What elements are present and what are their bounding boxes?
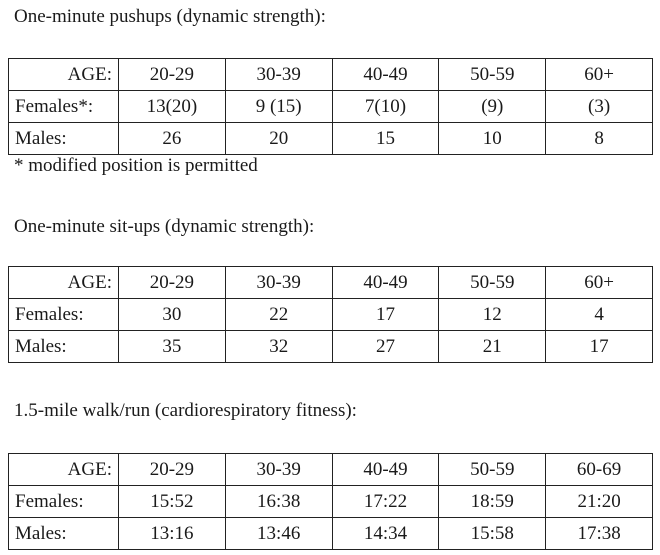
table-header-row: AGE: 20-29 30-39 40-49 50-59 60-69 [8, 453, 653, 486]
age-header-cell: AGE: [8, 58, 119, 91]
age-range-cell: 60+ [545, 266, 653, 299]
value-cell: 32 [224, 330, 333, 363]
table-header-row: AGE: 20-29 30-39 40-49 50-59 60+ [8, 58, 653, 91]
value-cell: 14:34 [331, 517, 440, 550]
row-label-cell: Females*: [8, 90, 119, 123]
row-label-cell: Males: [8, 330, 119, 363]
row-label-cell: Males: [8, 517, 119, 550]
age-header-cell: AGE: [8, 453, 119, 486]
age-range-cell: 30-39 [224, 58, 333, 91]
table-row-females: Females: 15:52 16:38 17:22 18:59 21:20 [8, 485, 653, 518]
row-label-cell: Females: [8, 485, 119, 518]
value-cell: 16:38 [224, 485, 333, 518]
value-cell: 22 [224, 298, 333, 331]
situps-table: AGE: 20-29 30-39 40-49 50-59 60+ Females… [8, 266, 653, 363]
age-range-cell: 30-39 [224, 266, 333, 299]
age-range-cell: 50-59 [438, 266, 547, 299]
value-cell: 8 [545, 122, 653, 155]
age-range-cell: 60+ [545, 58, 653, 91]
value-cell: 21:20 [545, 485, 653, 518]
walk-run-table: AGE: 20-29 30-39 40-49 50-59 60-69 Femal… [8, 453, 653, 550]
age-range-cell: 40-49 [331, 453, 440, 486]
value-cell: 7(10) [331, 90, 440, 123]
age-range-cell: 50-59 [438, 453, 547, 486]
row-label-cell: Females: [8, 298, 119, 331]
walk-run-heading: 1.5-mile walk/run (cardiorespiratory fit… [14, 400, 357, 421]
value-cell: 4 [545, 298, 653, 331]
value-cell: 26 [118, 122, 226, 155]
value-cell: 27 [331, 330, 440, 363]
value-cell: 17 [545, 330, 653, 363]
table-header-row: AGE: 20-29 30-39 40-49 50-59 60+ [8, 266, 653, 299]
value-cell: 21 [438, 330, 547, 363]
age-range-cell: 20-29 [118, 453, 226, 486]
value-cell: 30 [118, 298, 226, 331]
table-row-males: Males: 35 32 27 21 17 [8, 330, 653, 363]
value-cell: 17:22 [331, 485, 440, 518]
age-range-cell: 50-59 [438, 58, 547, 91]
age-range-cell: 30-39 [224, 453, 333, 486]
value-cell: 9 (15) [224, 90, 333, 123]
value-cell: 35 [118, 330, 226, 363]
table-row-males: Males: 26 20 15 10 8 [8, 122, 653, 155]
pushups-table: AGE: 20-29 30-39 40-49 50-59 60+ Females… [8, 58, 653, 155]
age-range-cell: 40-49 [331, 266, 440, 299]
value-cell: 17:38 [545, 517, 653, 550]
value-cell: 13:46 [224, 517, 333, 550]
value-cell: 13:16 [118, 517, 226, 550]
table-row-females: Females*: 13(20) 9 (15) 7(10) (9) (3) [8, 90, 653, 123]
value-cell: 15:58 [438, 517, 547, 550]
age-range-cell: 20-29 [118, 266, 226, 299]
situps-heading: One-minute sit-ups (dynamic strength): [14, 216, 315, 237]
footnote: * modified position is permitted [14, 155, 258, 176]
age-header-cell: AGE: [8, 266, 119, 299]
value-cell: (9) [438, 90, 547, 123]
value-cell: 17 [331, 298, 440, 331]
table-row-females: Females: 30 22 17 12 4 [8, 298, 653, 331]
value-cell: 10 [438, 122, 547, 155]
row-label-cell: Males: [8, 122, 119, 155]
value-cell: (3) [545, 90, 653, 123]
age-range-cell: 60-69 [545, 453, 653, 486]
value-cell: 20 [224, 122, 333, 155]
pushups-heading: One-minute pushups (dynamic strength): [14, 6, 326, 27]
value-cell: 15:52 [118, 485, 226, 518]
age-range-cell: 40-49 [331, 58, 440, 91]
value-cell: 13(20) [118, 90, 226, 123]
age-range-cell: 20-29 [118, 58, 226, 91]
value-cell: 15 [331, 122, 440, 155]
table-row-males: Males: 13:16 13:46 14:34 15:58 17:38 [8, 517, 653, 550]
value-cell: 18:59 [438, 485, 547, 518]
value-cell: 12 [438, 298, 547, 331]
